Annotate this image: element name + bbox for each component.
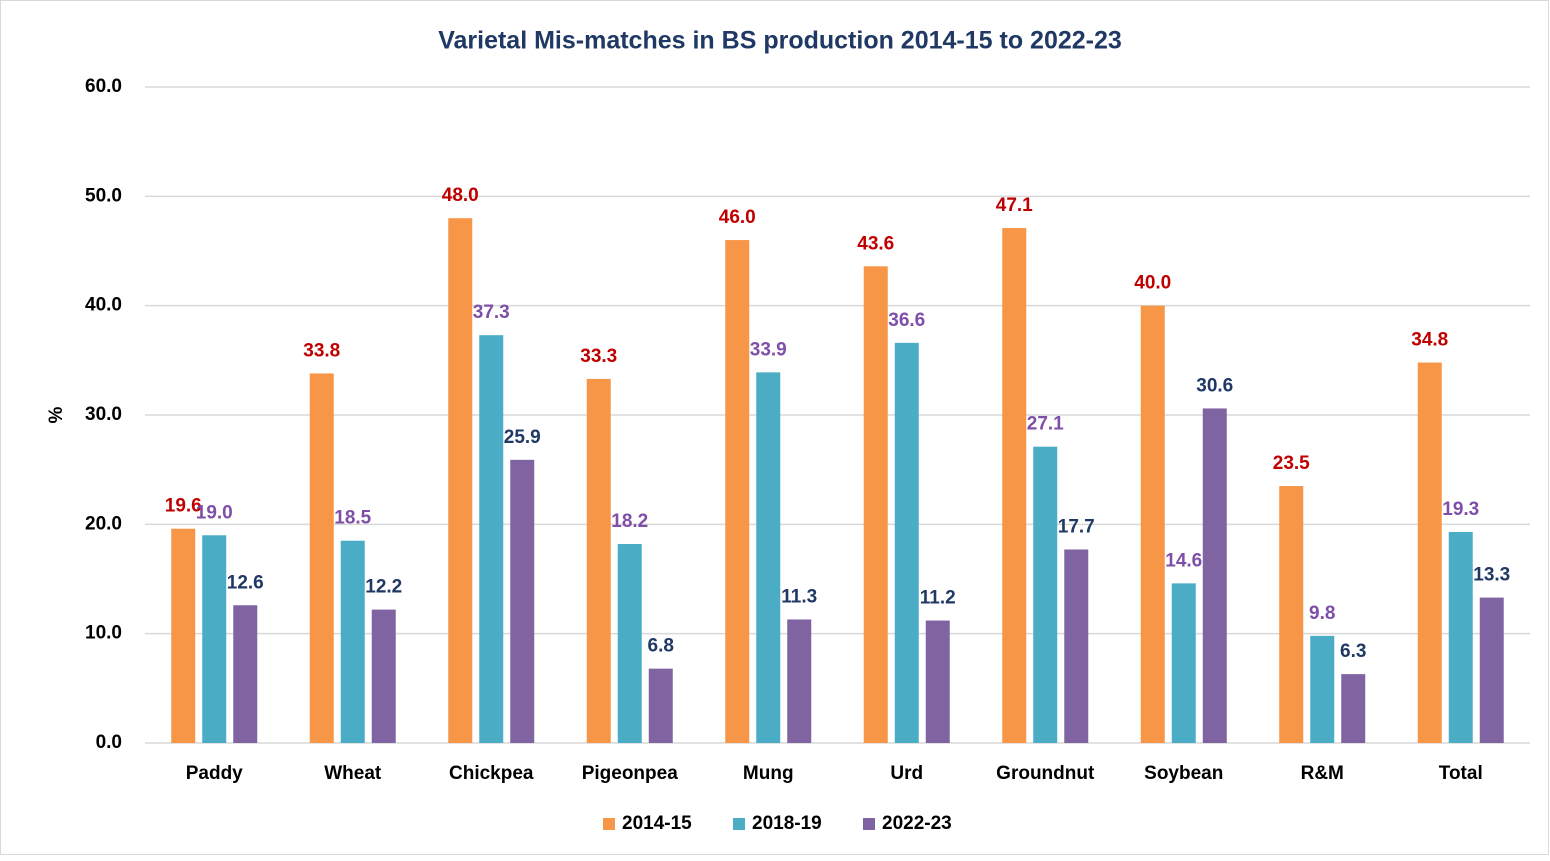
y-tick-label: 10.0: [85, 623, 122, 644]
x-tick-label: Mung: [743, 763, 794, 784]
data-label: 18.2: [611, 511, 648, 532]
bar: [1341, 674, 1366, 743]
bar: [894, 342, 919, 743]
bar: [586, 378, 611, 743]
x-tick-label: R&M: [1301, 763, 1344, 784]
legend-label: 2018-19: [752, 813, 822, 834]
data-label: 12.2: [365, 577, 402, 598]
data-label: 43.6: [857, 233, 894, 254]
chart-title: Varietal Mis-matches in BS production 20…: [438, 27, 1122, 55]
x-tick-label: Pigeonpea: [582, 763, 679, 784]
x-tick-label: Groundnut: [996, 763, 1095, 784]
data-label: 25.9: [504, 427, 541, 448]
data-label: 48.0: [442, 185, 479, 206]
data-label: 30.6: [1196, 375, 1233, 396]
bar: [1002, 228, 1027, 744]
data-label: 9.8: [1309, 603, 1335, 624]
data-label: 33.8: [303, 340, 340, 361]
x-tick-label: Wheat: [324, 763, 382, 784]
bar: [863, 266, 888, 743]
data-label: 17.7: [1058, 516, 1095, 537]
data-label: 14.6: [1165, 550, 1202, 571]
bar: [202, 535, 227, 743]
data-label: 23.5: [1273, 453, 1310, 474]
data-label: 33.3: [580, 346, 617, 367]
y-tick-label: 40.0: [85, 295, 122, 316]
bar: [1202, 408, 1227, 743]
bar: [1140, 305, 1165, 743]
bar: [756, 372, 781, 743]
bar: [1479, 597, 1504, 743]
legend-swatch: [863, 818, 875, 830]
data-label: 37.3: [473, 302, 510, 323]
bar: [787, 619, 812, 743]
bar: [1310, 635, 1335, 743]
bar: [925, 620, 950, 743]
bar: [725, 240, 750, 744]
bar: [1279, 486, 1304, 743]
data-label: 33.9: [750, 339, 787, 360]
y-tick-label: 50.0: [85, 185, 122, 206]
legend-label: 2022-23: [882, 813, 952, 834]
data-label: 40.0: [1134, 273, 1171, 294]
legend-swatch: [733, 818, 745, 830]
data-label: 27.1: [1027, 414, 1064, 435]
data-label: 19.0: [196, 502, 233, 523]
legend-swatch: [603, 818, 615, 830]
bar: [1064, 549, 1089, 743]
data-label: 13.3: [1473, 565, 1510, 586]
bar: [233, 605, 258, 743]
y-axis-label: %: [46, 406, 67, 423]
y-tick-label: 30.0: [85, 404, 122, 425]
legend-label: 2014-15: [622, 813, 692, 834]
bar: [371, 609, 396, 743]
y-tick-label: 0.0: [96, 732, 122, 753]
x-tick-label: Urd: [890, 763, 923, 784]
data-label: 36.6: [888, 310, 925, 331]
data-label: 6.8: [648, 636, 674, 657]
y-tick-label: 20.0: [85, 513, 122, 534]
bar: [1171, 583, 1196, 743]
bar: [1033, 446, 1058, 743]
x-tick-label: Soybean: [1144, 763, 1223, 784]
x-tick-label: Paddy: [186, 763, 243, 784]
bar: [448, 218, 473, 743]
bar: [171, 528, 196, 743]
bar: [1417, 362, 1442, 743]
data-label: 11.2: [920, 588, 956, 609]
bar: [340, 540, 365, 743]
data-label: 18.5: [334, 508, 371, 529]
bar: [1448, 531, 1473, 743]
data-label: 12.6: [227, 572, 264, 593]
bar: [617, 544, 642, 743]
data-label: 34.8: [1411, 330, 1448, 351]
data-label: 47.1: [996, 195, 1033, 216]
data-label: 19.6: [165, 496, 202, 517]
bar: [648, 668, 673, 743]
bar: [479, 335, 504, 743]
y-tick-label: 60.0: [85, 76, 122, 97]
data-label: 11.3: [781, 586, 817, 607]
data-label: 46.0: [719, 207, 756, 228]
bar: [309, 373, 334, 743]
x-tick-label: Chickpea: [449, 763, 534, 784]
data-label: 6.3: [1340, 641, 1366, 662]
bar: [510, 459, 535, 743]
x-tick-label: Total: [1439, 763, 1483, 784]
data-label: 19.3: [1442, 499, 1479, 520]
